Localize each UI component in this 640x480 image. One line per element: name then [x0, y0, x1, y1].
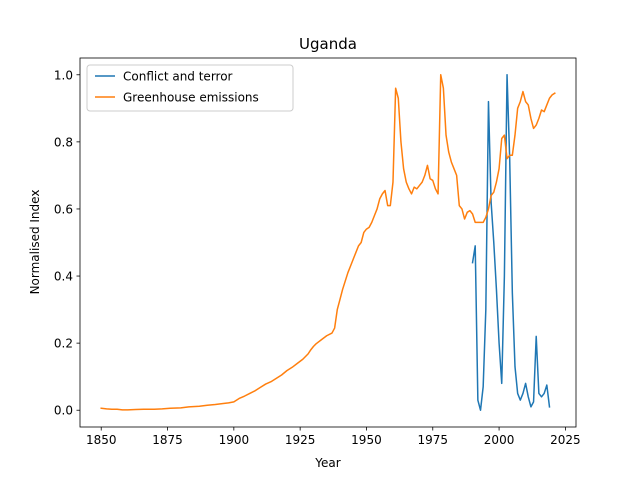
legend-label-conflict-and-terror: Conflict and terror: [123, 70, 233, 84]
legend-box: [86, 64, 294, 112]
legend-label-greenhouse-emissions: Greenhouse emissions: [123, 91, 259, 105]
y-tick-label: 0.2: [54, 337, 73, 351]
series-line-conflict-and-terror: [471, 74, 551, 411]
axes-frame: [79, 57, 577, 428]
x-tick-label: 2025: [550, 433, 581, 447]
y-tick-label: 0.6: [54, 202, 73, 216]
y-tick-label: 0.4: [54, 270, 73, 284]
x-tick-label: 2000: [484, 433, 515, 447]
x-tick-label: 1850: [86, 433, 117, 447]
x-tick-label: 1875: [152, 433, 183, 447]
y-tick-label: 1.0: [54, 68, 73, 82]
x-tick-label: 1925: [285, 433, 316, 447]
y-tick-label: 0.0: [54, 404, 73, 418]
x-tick-label: 1975: [417, 433, 448, 447]
x-tick-label: 1900: [219, 433, 250, 447]
x-axis-label: Year: [314, 456, 340, 470]
chart-title: Uganda: [299, 35, 357, 53]
x-tick-label: 1950: [351, 433, 382, 447]
y-axis-label: Normalised Index: [28, 190, 42, 295]
y-tick-label: 0.8: [54, 135, 73, 149]
series-line-greenhouse-emissions: [100, 74, 556, 411]
plot-area: 1850 1875 1900 1925 1950 1975 2000 2025 0.0 0.2 0.…: [54, 57, 581, 447]
